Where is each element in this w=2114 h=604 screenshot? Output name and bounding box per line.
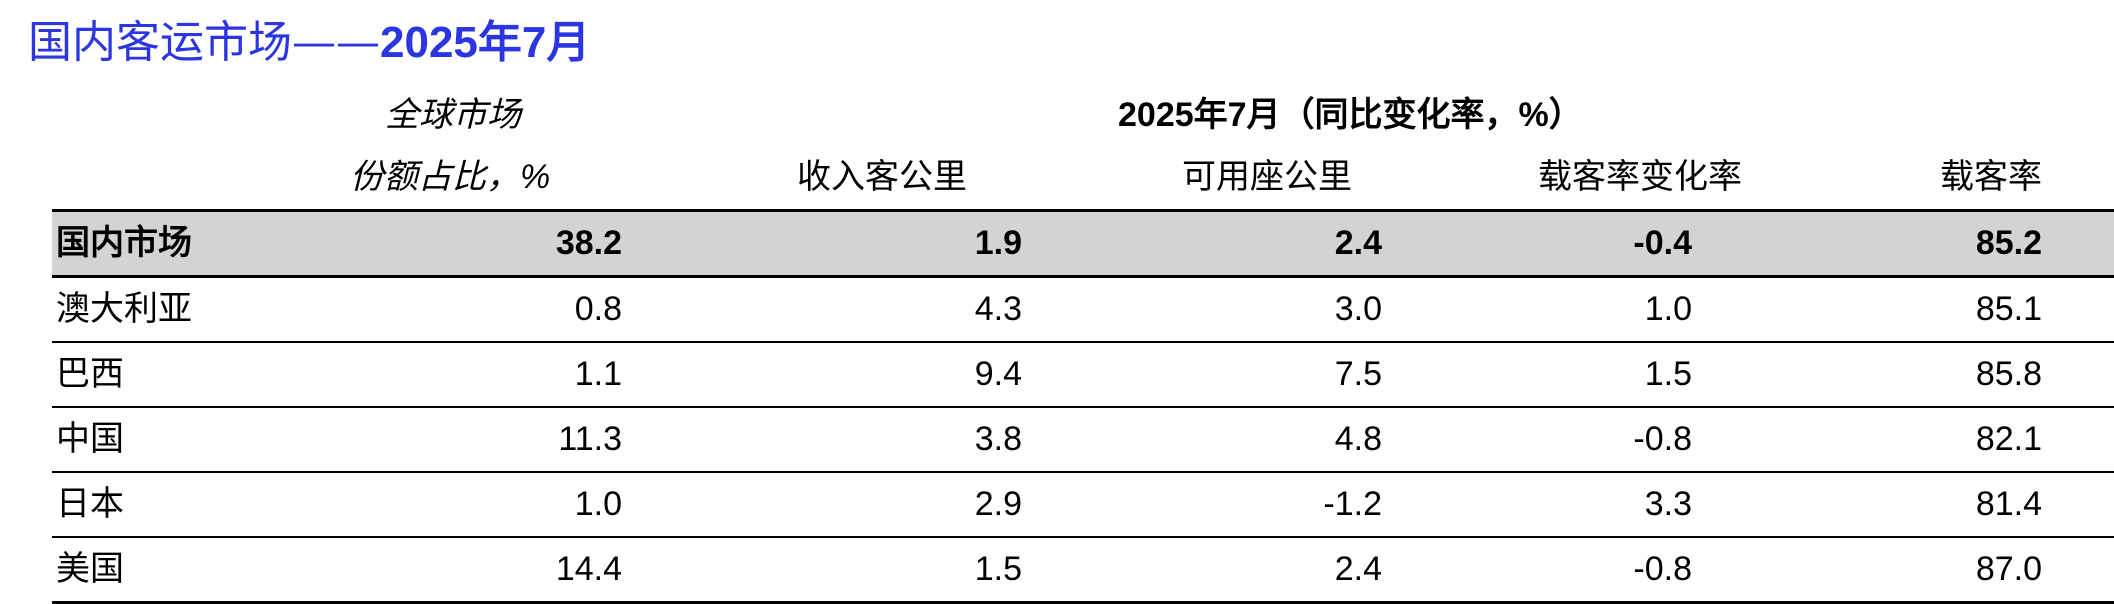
page-title: 国内客运市场——2025年7月 <box>28 8 590 78</box>
page-title-date: 2025年7月 <box>380 18 591 67</box>
row-plf-change: 3.3 <box>1644 485 1692 523</box>
table-row: 日本 1.0 2.9 -1.2 3.3 81.4 <box>52 473 2114 536</box>
table-row-rule <box>52 341 2114 343</box>
header-col-plf-change: 载客率变化率 <box>1538 158 1742 196</box>
row-plf: 85.1 <box>1975 290 2042 328</box>
table-row: 中国 11.3 3.8 4.8 -0.8 82.1 <box>52 408 2114 471</box>
row-name: 美国 <box>56 550 124 588</box>
table-top-rule <box>52 209 2114 212</box>
table-row: 巴西 1.1 9.4 7.5 1.5 85.8 <box>52 343 2114 406</box>
table-row-domestic: 国内市场 38.2 1.9 2.4 -0.4 85.2 <box>52 212 2114 275</box>
row-plf-change: -0.4 <box>1633 224 1692 262</box>
row-name: 中国 <box>56 420 124 458</box>
row-ask: 2.4 <box>1334 224 1382 262</box>
table-row: 澳大利亚 0.8 4.3 3.0 1.0 85.1 <box>52 278 2114 341</box>
table-row-rule <box>52 471 2114 473</box>
header-share-line1: 全球市场 <box>385 96 521 134</box>
header-col-rpk: 收入客公里 <box>797 158 967 196</box>
row-name: 澳大利亚 <box>56 290 192 328</box>
table-header: 全球市场 份额占比，% 2025年7月（同比变化率，%） 收入客公里 可用座公里… <box>0 80 2114 205</box>
row-share: 1.1 <box>574 355 622 393</box>
row-rpk: 4.3 <box>974 290 1022 328</box>
row-ask: 3.0 <box>1334 290 1382 328</box>
row-share: 14.4 <box>555 550 622 588</box>
table-rule-after-domestic <box>52 275 2114 278</box>
header-share-line2: 份额占比，% <box>350 158 551 196</box>
table-row-rule <box>52 406 2114 408</box>
row-rpk: 2.9 <box>974 485 1022 523</box>
row-share: 11.3 <box>558 420 622 458</box>
row-plf: 87.0 <box>1975 550 2042 588</box>
row-ask: -1.2 <box>1323 485 1382 523</box>
row-ask: 2.4 <box>1334 550 1382 588</box>
row-plf-change: -0.8 <box>1633 420 1692 458</box>
row-ask: 7.5 <box>1334 355 1382 393</box>
row-ask: 4.8 <box>1334 420 1382 458</box>
row-plf-change: 1.5 <box>1644 355 1692 393</box>
row-plf: 82.1 <box>1975 420 2042 458</box>
row-name: 日本 <box>56 485 124 523</box>
row-name: 国内市场 <box>56 224 192 262</box>
row-share: 38.2 <box>555 224 622 262</box>
header-period-group: 2025年7月（同比变化率，%） <box>1118 96 1583 134</box>
table-row: 美国 14.4 1.5 2.4 -0.8 87.0 <box>52 538 2114 601</box>
header-col-ask: 可用座公里 <box>1182 158 1352 196</box>
row-share: 0.8 <box>574 290 622 328</box>
row-plf-change: -0.8 <box>1633 550 1692 588</box>
row-rpk: 3.8 <box>974 420 1022 458</box>
row-name: 巴西 <box>56 355 124 393</box>
row-rpk: 1.9 <box>974 224 1022 262</box>
row-plf: 85.8 <box>1975 355 2042 393</box>
header-col-plf: 载客率 <box>1940 158 2042 196</box>
page-title-text: 国内客运市场—— <box>28 17 380 68</box>
row-rpk: 9.4 <box>974 355 1022 393</box>
table-row-rule <box>52 536 2114 538</box>
row-plf: 85.2 <box>1975 224 2042 262</box>
row-share: 1.0 <box>574 485 622 523</box>
row-plf-change: 1.0 <box>1644 290 1692 328</box>
row-rpk: 1.5 <box>974 550 1022 588</box>
row-plf: 81.4 <box>1975 485 2042 523</box>
